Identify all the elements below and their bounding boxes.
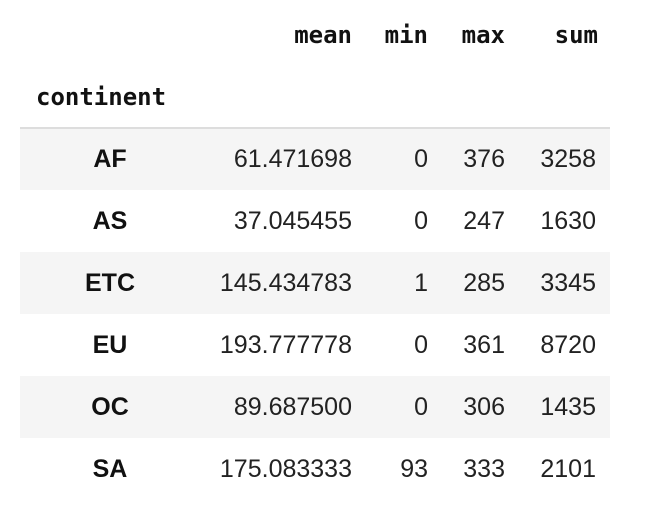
index-name-header: continent (20, 66, 200, 129)
cell-max: 361 (463, 330, 505, 359)
table-row: EU 193.777778 0 361 8720 (20, 314, 610, 376)
cell-mean: 175.083333 (219, 454, 352, 483)
cell-max: 376 (463, 145, 505, 173)
column-header-row: mean min max sum (20, 4, 610, 66)
column-header-min: min (384, 21, 428, 49)
cell-max: 333 (463, 454, 505, 483)
cell-max: 306 (463, 392, 505, 421)
cell-sum: 1435 (540, 392, 596, 421)
cell-min: 0 (414, 392, 428, 421)
row-index: EU (92, 330, 128, 359)
table-row: AS 37.045455 0 247 1630 (20, 190, 610, 252)
cell-mean: 193.777778 (219, 330, 352, 359)
cell-sum: 3258 (540, 145, 596, 173)
cell-min: 1 (414, 268, 428, 297)
cell-min: 0 (414, 145, 428, 173)
row-index: SA (92, 454, 128, 483)
cell-sum: 1630 (540, 206, 596, 235)
empty-cell (364, 66, 440, 129)
table-row: OC 89.687500 0 306 1435 (20, 376, 610, 438)
cell-sum: 8720 (540, 330, 596, 359)
cell-max: 285 (463, 268, 505, 297)
column-header-max: max (461, 21, 505, 49)
cell-sum: 2101 (540, 454, 596, 483)
cell-max: 247 (463, 206, 505, 235)
table-row: SA 175.083333 93 333 2101 (20, 438, 610, 500)
column-header-mean: mean (294, 21, 352, 49)
cell-min: 93 (400, 454, 428, 483)
empty-cell (200, 66, 364, 129)
cell-mean: 145.434783 (219, 268, 352, 297)
row-index: AF (93, 145, 127, 173)
empty-cell (517, 66, 610, 129)
column-header-sum: sum (554, 21, 598, 49)
cell-sum: 3345 (540, 268, 596, 297)
table-row: AF 61.471698 0 376 3258 (20, 128, 610, 190)
cell-min: 0 (414, 330, 428, 359)
empty-cell (440, 66, 517, 129)
row-index: OC (91, 392, 129, 421)
table-row: ETC 145.434783 1 285 3345 (20, 252, 610, 314)
cell-mean: 89.687500 (233, 392, 352, 421)
cell-mean: 61.471698 (233, 145, 352, 173)
cell-mean: 37.045455 (233, 206, 352, 235)
index-name-row: continent (20, 66, 610, 129)
row-index: AS (92, 206, 128, 235)
blank-header (20, 4, 200, 66)
dataframe-table: mean min max sum continent AF 61.471698 0 3… (20, 4, 610, 500)
cell-min: 0 (414, 206, 428, 235)
row-index: ETC (85, 268, 135, 297)
